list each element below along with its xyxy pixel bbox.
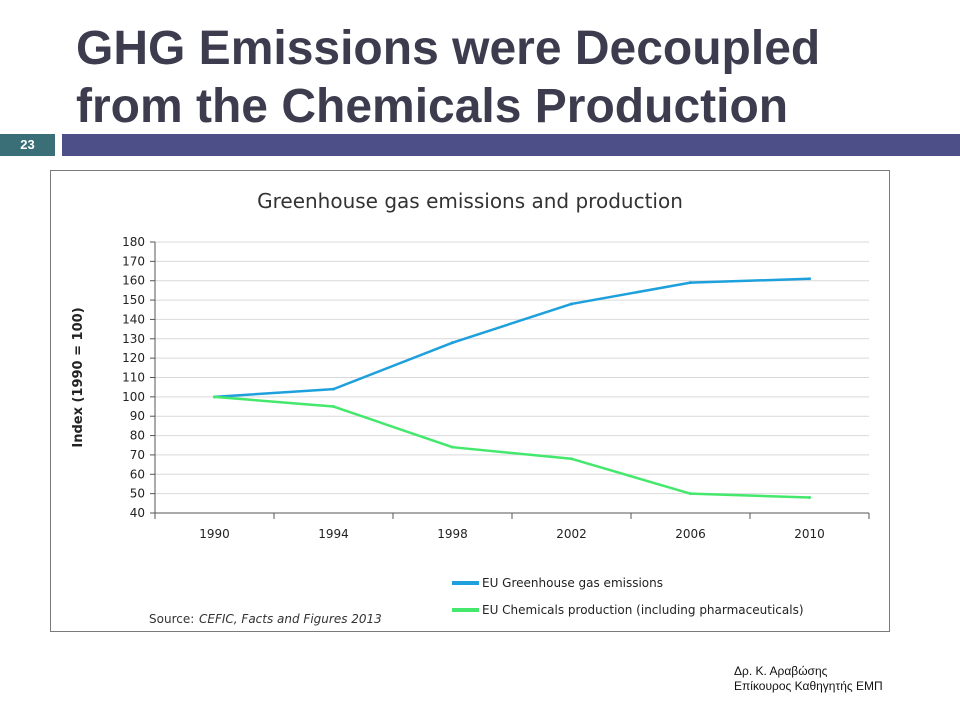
y-tick-label: 150 [122,293,145,307]
title-underline-bar [62,134,960,156]
legend-label: EU Greenhouse gas emissions [482,576,663,590]
x-tick-label: 1994 [318,527,349,541]
y-tick-label: 120 [122,351,145,365]
data-point [689,281,692,285]
y-axis-label: Index (1990 = 100) [71,307,86,447]
series-line-production [213,395,811,499]
axes: 40 50 60 70 80 90 100 110 120 130 140 150 160 170 180 1… [71,235,870,541]
series-line-emissions [213,277,811,399]
y-tick-label: 130 [122,332,145,346]
y-tick-label: 140 [122,312,145,326]
author-position: Επίκουρος Καθηγητής ΕΜΠ [734,679,883,693]
legend: EU Greenhouse gas emissions EU Chemicals … [452,576,804,617]
y-tick-label: 80 [130,429,145,443]
slide-title-line-2: from the Chemicals Production [76,80,789,133]
y-tick-label: 160 [122,274,145,288]
data-point [570,302,573,306]
chart-frame: Greenhouse gas emissions and production … [50,170,890,632]
y-tick-label: 180 [122,235,145,249]
y-tick-label: 90 [130,409,145,423]
chart-title: Greenhouse gas emissions and production [257,189,683,213]
gridlines [155,241,869,514]
data-point [808,496,811,500]
series-lines [213,277,811,500]
data-point [570,457,573,461]
author-credit: Δρ. Κ. Αραβώσης Επίκουρος Καθηγητής ΕΜΠ [734,664,883,694]
data-point [808,277,811,281]
y-tick-label: 60 [130,467,145,481]
y-tick-label: 170 [122,254,145,268]
slide-title: GHG Emissions were Decoupled from the Ch… [76,20,946,136]
x-tick-label: 2006 [675,527,706,541]
legend-label: EU Chemicals production (including pharm… [482,603,804,617]
data-point [332,405,335,409]
source-text: CEFIC, Facts and Figures 2013 [199,612,382,626]
data-point [451,341,454,345]
y-tick-label: 110 [122,371,145,385]
line-chart: Greenhouse gas emissions and production … [71,189,870,626]
x-tick-label: 2010 [794,527,825,541]
y-tick-label: 70 [130,448,145,462]
data-point [332,387,335,391]
y-tick-label: 50 [130,487,145,501]
x-tick-label: 2002 [556,527,587,541]
data-point [689,492,692,496]
slide-title-line-1: GHG Emissions were Decoupled [76,22,821,75]
data-point [451,445,454,449]
slide-number: 23 [0,134,55,156]
x-tick-label: 1990 [199,527,230,541]
author-name: Δρ. Κ. Αραβώσης [734,664,828,678]
source-label: Source: [149,612,194,626]
data-point [213,395,216,399]
y-tick-label: 40 [130,506,145,520]
x-tick-label: 1998 [437,527,468,541]
y-tick-label: 100 [122,390,145,404]
